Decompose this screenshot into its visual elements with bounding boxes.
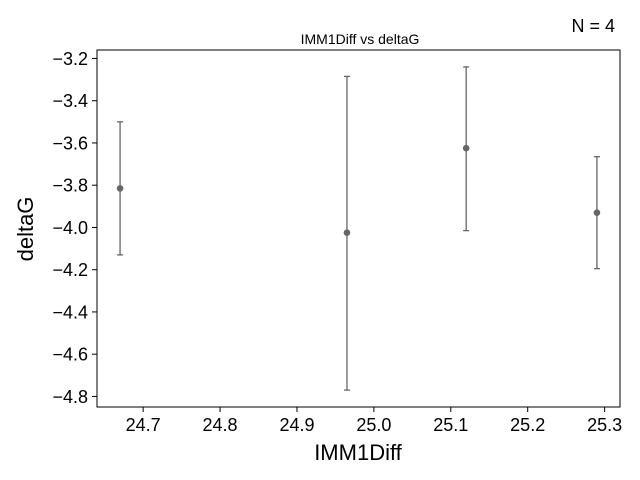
y-tick-label: −4.8 <box>52 387 88 407</box>
y-tick-label: −4.6 <box>52 345 88 365</box>
x-tick-label: 24.8 <box>203 415 238 435</box>
data-point <box>462 144 470 152</box>
y-tick-label: −4.2 <box>52 260 88 280</box>
y-axis: −3.2 −3.4 −3.6 −3.8 −4.0 −4.2 −4.4 −4.6 −4.8 <box>52 49 97 407</box>
y-tick-label: −3.6 <box>52 133 88 153</box>
x-tick-label: 25.2 <box>510 415 545 435</box>
sample-size-annotation: N = 4 <box>571 16 615 36</box>
y-axis-label: deltaG <box>13 197 38 262</box>
x-axis: 24.7 24.8 24.9 25.0 25.1 25.2 25.3 <box>126 407 622 435</box>
y-tick-label: −4.0 <box>52 218 88 238</box>
x-tick-label: 24.9 <box>279 415 314 435</box>
x-tick-label: 25.0 <box>356 415 391 435</box>
chart-title: IMM1Diff vs deltaG <box>301 31 420 47</box>
y-tick-label: −3.8 <box>52 176 88 196</box>
x-tick-label: 25.3 <box>587 415 622 435</box>
x-tick-label: 25.1 <box>433 415 468 435</box>
data-point <box>116 185 124 192</box>
plot-area <box>116 66 601 391</box>
data-point <box>593 209 601 216</box>
y-tick-label: −3.2 <box>52 49 88 69</box>
x-tick-label: 24.7 <box>126 415 161 435</box>
data-point <box>343 229 351 237</box>
plot-frame <box>96 49 621 408</box>
y-tick-label: −4.4 <box>52 302 88 322</box>
y-tick-label: −3.4 <box>52 91 88 111</box>
x-axis-label: IMM1Diff <box>314 440 402 465</box>
